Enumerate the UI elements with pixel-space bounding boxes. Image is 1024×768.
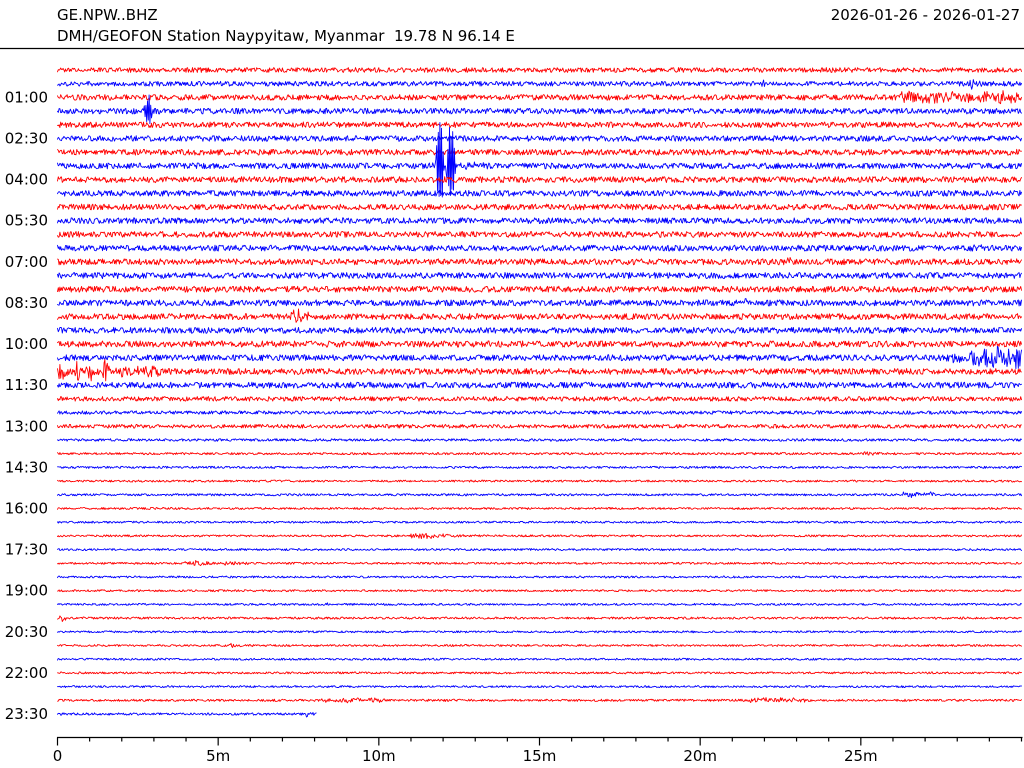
trace-row-10:00 xyxy=(57,340,1022,348)
time-label: 17:30 xyxy=(5,541,48,559)
trace-row-11:30 xyxy=(57,381,1022,389)
trace-row-06:00 xyxy=(57,231,1022,238)
time-label: 08:30 xyxy=(5,294,48,312)
trace-row-13:30 xyxy=(57,438,1022,442)
time-label: 05:30 xyxy=(5,212,48,230)
trace-row-18:00 xyxy=(57,560,1022,567)
trace-row-12:30 xyxy=(57,410,1022,415)
time-label: 13:00 xyxy=(5,417,48,435)
trace-row-13:00 xyxy=(57,423,1022,429)
time-label: 14:30 xyxy=(5,458,48,476)
trace-row-06:30 xyxy=(57,244,1022,252)
trace-row-08:30 xyxy=(57,298,1022,307)
trace-row-22:00 xyxy=(57,671,1022,675)
trace-row-17:30 xyxy=(57,548,1022,552)
trace-row-19:00 xyxy=(57,589,1022,593)
trace-row-03:30 xyxy=(57,122,1022,198)
trace-row-10:30 xyxy=(57,345,1022,370)
trace-row-15:30 xyxy=(57,491,1022,499)
trace-row-19:30 xyxy=(57,602,1022,606)
time-label: 16:00 xyxy=(5,499,48,517)
x-tick-label: 10m xyxy=(362,747,396,765)
trace-row-01:00 xyxy=(57,90,1022,105)
time-label: 02:30 xyxy=(5,130,48,148)
station-id: GE.NPW..BHZ xyxy=(57,6,158,24)
trace-row-02:00 xyxy=(57,121,1022,129)
trace-row-02:30 xyxy=(57,135,1022,142)
trace-row-16:00 xyxy=(57,507,1022,510)
trace-row-08:00 xyxy=(57,285,1022,293)
trace-row-05:30 xyxy=(57,217,1022,225)
date-range: 2026-01-26 - 2026-01-27 xyxy=(831,6,1020,24)
trace-row-00:00 xyxy=(57,67,1022,73)
trace-row-21:30 xyxy=(57,657,1022,661)
x-tick-label: 20m xyxy=(683,747,717,765)
trace-row-07:30 xyxy=(57,272,1022,279)
time-label: 23:30 xyxy=(5,705,48,723)
time-axis-labels: 01:00 02:30 04:00 05:30 07:00 08:30 10:00 11:30… xyxy=(5,88,48,723)
trace-row-20:00 xyxy=(57,615,1022,622)
x-tick-label: 25m xyxy=(844,747,878,765)
trace-row-04:00 xyxy=(57,176,1022,184)
time-label: 10:00 xyxy=(5,335,48,353)
time-label: 01:00 xyxy=(5,88,48,106)
time-label: 22:00 xyxy=(5,664,48,682)
trace-row-17:00 xyxy=(57,533,1022,540)
trace-row-14:30 xyxy=(57,465,1022,469)
trace-row-14:00 xyxy=(57,451,1022,456)
trace-row-23:30 xyxy=(57,712,317,718)
trace-row-01:30 xyxy=(57,94,1022,125)
trace-row-09:30 xyxy=(57,326,1022,334)
trace-row-09:00 xyxy=(57,308,1022,323)
minute-axis: 0 5m 10m 15m 20m 25m xyxy=(53,736,1023,765)
trace-row-07:00 xyxy=(57,257,1022,266)
trace-row-21:00 xyxy=(57,642,1022,648)
trace-row-23:00 xyxy=(57,697,1022,704)
trace-row-15:00 xyxy=(57,479,1022,483)
time-label: 19:00 xyxy=(5,582,48,600)
trace-row-18:30 xyxy=(57,575,1022,579)
trace-row-22:30 xyxy=(57,685,1022,689)
trace-row-16:30 xyxy=(57,520,1022,524)
time-label: 11:30 xyxy=(5,376,48,394)
x-tick-label: 5m xyxy=(206,747,230,765)
trace-row-00:30 xyxy=(57,79,1022,90)
trace-row-20:30 xyxy=(57,630,1022,634)
trace-row-11:00 xyxy=(57,359,1022,382)
time-label: 04:00 xyxy=(5,171,48,189)
time-label: 20:30 xyxy=(5,623,48,641)
trace-row-05:00 xyxy=(57,203,1022,211)
trace-row-12:00 xyxy=(57,396,1022,402)
trace-row-04:30 xyxy=(57,189,1022,197)
x-tick-label: 0 xyxy=(53,747,63,765)
trace-area xyxy=(57,67,1022,718)
trace-row-03:00 xyxy=(57,148,1022,156)
time-label: 07:00 xyxy=(5,253,48,271)
station-description: DMH/GEOFON Station Naypyitaw, Myanmar 19… xyxy=(57,27,515,45)
x-tick-label: 15m xyxy=(523,747,557,765)
